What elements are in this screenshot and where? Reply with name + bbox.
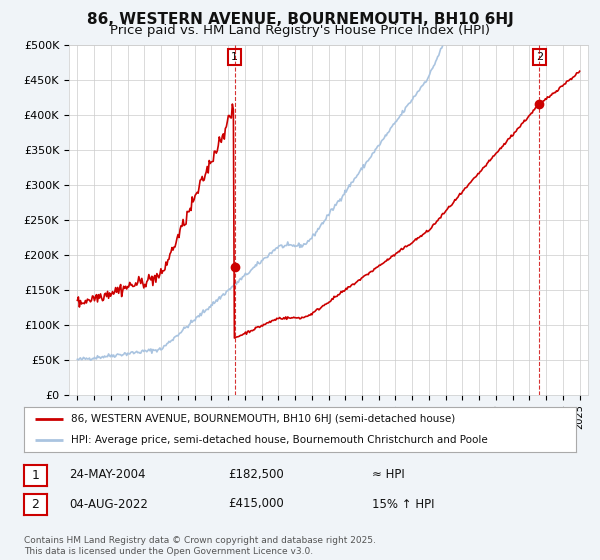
Text: Price paid vs. HM Land Registry's House Price Index (HPI): Price paid vs. HM Land Registry's House … (110, 24, 490, 37)
Text: 15% ↑ HPI: 15% ↑ HPI (372, 497, 434, 511)
Text: 86, WESTERN AVENUE, BOURNEMOUTH, BH10 6HJ (semi-detached house): 86, WESTERN AVENUE, BOURNEMOUTH, BH10 6H… (71, 414, 455, 424)
Text: £182,500: £182,500 (228, 468, 284, 482)
Text: £415,000: £415,000 (228, 497, 284, 511)
Text: 24-MAY-2004: 24-MAY-2004 (69, 468, 146, 482)
Text: 86, WESTERN AVENUE, BOURNEMOUTH, BH10 6HJ: 86, WESTERN AVENUE, BOURNEMOUTH, BH10 6H… (86, 12, 514, 27)
Text: 1: 1 (31, 469, 40, 482)
Text: 2: 2 (536, 52, 543, 62)
Text: 04-AUG-2022: 04-AUG-2022 (69, 497, 148, 511)
Text: HPI: Average price, semi-detached house, Bournemouth Christchurch and Poole: HPI: Average price, semi-detached house,… (71, 435, 488, 445)
Text: ≈ HPI: ≈ HPI (372, 468, 405, 482)
Text: 2: 2 (31, 498, 40, 511)
Text: Contains HM Land Registry data © Crown copyright and database right 2025.
This d: Contains HM Land Registry data © Crown c… (24, 536, 376, 556)
Text: 1: 1 (231, 52, 238, 62)
